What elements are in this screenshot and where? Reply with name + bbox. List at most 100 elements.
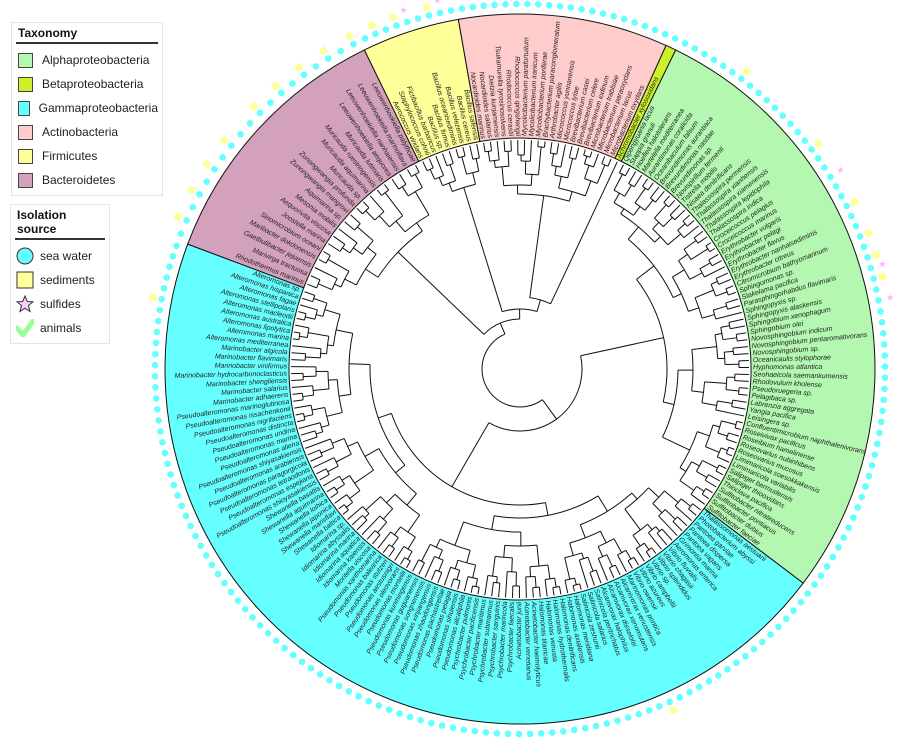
sea-water-marker	[513, 0, 520, 8]
sea-water-marker	[534, 1, 542, 8]
tree-branch	[442, 153, 448, 166]
tree-branch	[567, 158, 574, 178]
tree-branch	[554, 166, 557, 176]
tree-branch	[726, 438, 737, 444]
sea-water-marker	[403, 18, 411, 26]
tree-branch	[307, 283, 317, 289]
sea-water-marker	[881, 385, 888, 393]
tree-branch	[580, 337, 664, 357]
tree-branch	[331, 438, 345, 444]
sea-water-marker	[154, 317, 162, 325]
sea-water-marker	[691, 45, 699, 52]
sediments-marker	[367, 20, 377, 31]
tree-branch	[298, 422, 321, 429]
isolation-markers: ★ ★ ★ ★ ★	[148, 0, 894, 738]
tree-branch	[293, 399, 304, 402]
tree-branch	[323, 251, 331, 257]
sediments-marker	[878, 272, 887, 281]
tree-branch	[502, 308, 538, 313]
tree-branch	[492, 556, 496, 577]
tree-branch	[564, 580, 569, 594]
tree-branch	[701, 488, 707, 495]
isolation-source-legend-item: sulfides	[15, 292, 105, 316]
taxonomy-label: Gammaproteobacteria	[38, 101, 158, 115]
tree-branch	[472, 564, 477, 578]
tree-branch	[728, 322, 731, 329]
tree-branch	[491, 582, 494, 597]
tree-branch	[327, 344, 334, 347]
tree-branch	[725, 285, 734, 290]
tree-branch	[295, 324, 310, 329]
tree-branch	[319, 474, 330, 481]
tree-branch	[364, 448, 380, 457]
tree-branch	[538, 587, 541, 598]
tree-branch	[305, 438, 331, 449]
tree-branch	[416, 222, 423, 232]
tree-branch	[709, 248, 715, 253]
circle-icon	[16, 247, 34, 265]
tree-branch	[484, 575, 489, 596]
tree-branch	[679, 467, 687, 472]
tree-branch	[305, 356, 321, 359]
sea-water-marker	[548, 729, 556, 736]
tree-branch	[658, 515, 678, 536]
sea-water-marker	[843, 202, 850, 210]
tree-branch	[390, 413, 546, 506]
tree-branch	[655, 190, 665, 203]
tree-branch	[388, 544, 395, 549]
source-label: sea water	[40, 249, 93, 263]
tree-branch	[537, 146, 542, 175]
sea-water-marker	[174, 492, 181, 499]
tree-branch	[614, 564, 621, 576]
tree-branch	[412, 559, 420, 572]
leaf-label: Novosphingobium sp.	[752, 346, 820, 358]
tree-branch	[701, 493, 710, 500]
tree-branch	[634, 187, 646, 204]
tree-branch	[499, 322, 506, 335]
tree-branch	[648, 526, 657, 534]
taxonomy-label: Actinobacteria	[42, 125, 119, 139]
tree-branch	[446, 163, 454, 167]
tree-branch	[593, 153, 599, 168]
taxonomy-label: Betaproteobacteria	[42, 77, 144, 91]
tree-branch	[357, 226, 374, 242]
tree-branch	[688, 508, 697, 516]
tree-branch	[454, 521, 465, 546]
tree-branch	[338, 393, 351, 397]
tree-branch	[720, 327, 724, 340]
isolation-source-legend-item: animals	[15, 316, 105, 340]
tree-branch	[414, 191, 430, 216]
tree-branch	[725, 298, 739, 304]
tree-branch	[456, 570, 461, 580]
tree-branch	[661, 528, 673, 541]
tree-branch	[291, 379, 304, 382]
tree-branch	[362, 506, 370, 514]
sea-water-marker	[545, 1, 553, 9]
sea-water-marker	[169, 252, 177, 260]
tree-branch	[333, 486, 339, 493]
sea-water-marker	[289, 80, 296, 87]
tree-branch	[613, 202, 634, 216]
tree-branch	[711, 260, 722, 267]
tree-branch	[349, 363, 371, 365]
tree-branch	[322, 475, 340, 487]
sea-water-marker	[170, 481, 178, 489]
tree-branch	[418, 559, 425, 564]
tree-branch	[647, 532, 662, 550]
tree-branch	[406, 493, 417, 506]
tree-branch	[326, 336, 330, 354]
tree-branch	[689, 272, 703, 280]
sea-water-marker	[227, 588, 235, 596]
sea-water-marker	[482, 729, 490, 736]
tree-branch	[348, 333, 354, 395]
tree-branch	[451, 422, 490, 487]
tree-branch	[394, 526, 401, 536]
sea-water-marker	[771, 104, 779, 112]
tree-branch	[613, 174, 623, 191]
sea-water-marker	[267, 99, 274, 106]
tree-branch	[547, 564, 551, 579]
sea-water-marker	[814, 155, 822, 162]
sea-water-marker	[249, 614, 256, 621]
sea-water-marker	[272, 637, 280, 644]
tree-branch	[365, 496, 381, 511]
